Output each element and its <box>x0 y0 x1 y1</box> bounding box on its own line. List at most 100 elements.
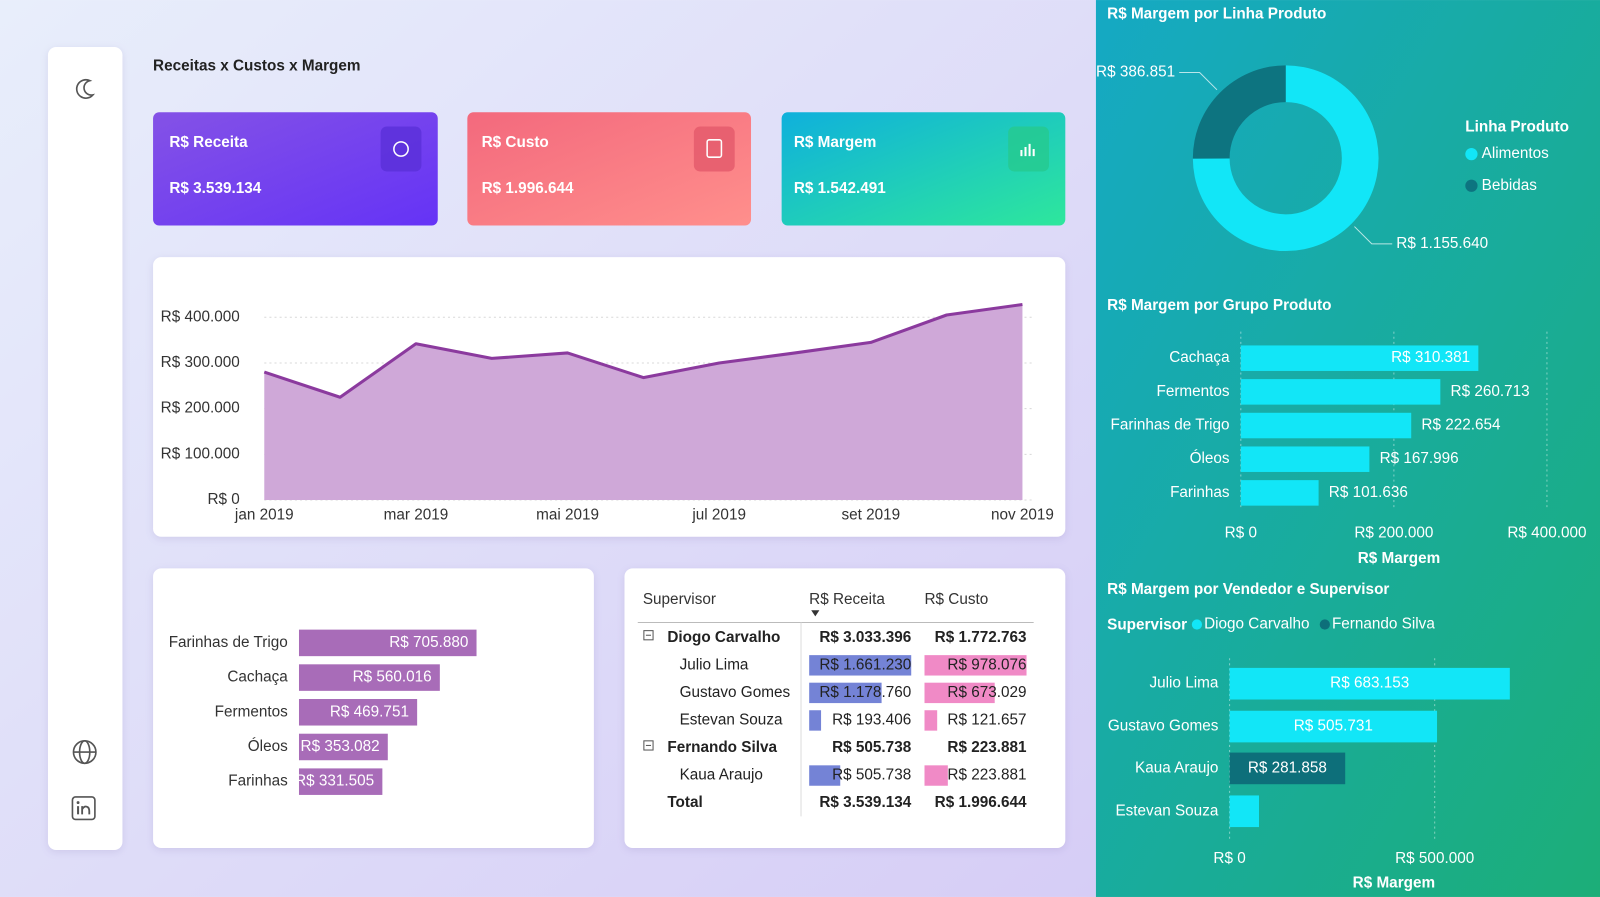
y-tick-label: R$ 100.000 <box>161 445 240 462</box>
value-label: R$ 505.731 <box>1294 718 1373 735</box>
legend-marker <box>1319 619 1330 630</box>
value-label: R$ 101.636 <box>1329 484 1408 501</box>
legend-marker <box>1465 179 1478 192</box>
x-axis-title: R$ Margem <box>1353 875 1435 892</box>
bar <box>1229 667 1510 700</box>
table-cell: R$ 1.661.230 <box>819 656 911 673</box>
table-cell: R$ 978.076 <box>947 656 1026 673</box>
table-cell: Estevan Souza <box>680 711 783 728</box>
kpi-card <box>467 112 752 226</box>
legend-label: Fernando Silva <box>1332 616 1435 633</box>
x-tick-label: jan 2019 <box>234 506 294 523</box>
table-cell: R$ 121.657 <box>947 711 1026 728</box>
bar <box>298 733 388 761</box>
value-label: R$ 469.751 <box>330 703 409 720</box>
category-label: Julio Lima <box>1149 675 1218 692</box>
expand-toggle[interactable] <box>643 630 654 641</box>
category-label: Kaua Araujo <box>1135 759 1218 776</box>
category-label: Fermentos <box>215 703 288 720</box>
kpi-icon <box>693 126 735 172</box>
data-label: R$ 1.155.640 <box>1396 235 1488 252</box>
table-cell: R$ 3.539.134 <box>819 794 911 811</box>
table-cell: R$ 3.033.396 <box>819 629 911 646</box>
bar <box>1240 379 1441 405</box>
bar <box>298 699 418 726</box>
table-cell: R$ 505.738 <box>832 739 912 756</box>
table-cell: R$ 505.738 <box>832 767 911 784</box>
chart-title: R$ Margem por Vendedor e Supervisor <box>1107 581 1389 598</box>
table-cell: R$ 1.996.644 <box>935 794 1027 811</box>
category-label: Óleos <box>248 738 288 755</box>
bar <box>298 768 383 795</box>
category-label: Farinhas <box>228 773 288 790</box>
table-cell: Gustavo Gomes <box>680 684 791 701</box>
data-bar <box>809 655 912 676</box>
kpi-value: R$ 1.996.644 <box>482 180 574 197</box>
kpi-card <box>781 112 1066 226</box>
value-label: R$ 353.082 <box>301 738 380 755</box>
category-label: Estevan Souza <box>1115 802 1218 819</box>
data-bar <box>809 682 882 704</box>
data-bar <box>924 710 938 731</box>
bar <box>1229 752 1346 785</box>
value-label: R$ 281.858 <box>1248 759 1327 776</box>
bar <box>1240 345 1479 371</box>
table-cell: Diogo Carvalho <box>667 629 780 646</box>
column-header[interactable]: R$ Receita <box>809 591 885 608</box>
x-tick-label: R$ 0 <box>1213 850 1245 867</box>
legend-label: Bebidas <box>1482 177 1538 194</box>
category-label: Óleos <box>1190 450 1230 467</box>
bar <box>1229 795 1260 828</box>
legend-title: Supervisor <box>1107 617 1187 634</box>
category-label: Fermentos <box>1156 383 1229 400</box>
value-label: R$ 167.996 <box>1380 450 1459 467</box>
column-header[interactable]: R$ Custo <box>924 591 988 608</box>
data-bar <box>924 682 995 704</box>
linkedin-icon[interactable] <box>71 796 96 821</box>
bar <box>298 664 440 691</box>
kpi-icon-glyph <box>393 141 409 157</box>
category-label: Farinhas de Trigo <box>1111 417 1230 434</box>
donut-slice <box>1192 65 1379 252</box>
bar <box>298 629 477 657</box>
table-cell: Kaua Araujo <box>680 767 763 784</box>
value-label: R$ 683.153 <box>1330 675 1409 692</box>
bar <box>1240 480 1319 506</box>
theme-icon[interactable] <box>75 78 96 99</box>
legend-label: Diogo Carvalho <box>1204 616 1309 633</box>
x-tick-label: R$ 200.000 <box>1354 525 1433 542</box>
kpi-label: R$ Margem <box>794 134 876 151</box>
table-cell: R$ 193.406 <box>832 711 911 728</box>
kpi-icon-glyph <box>1020 143 1035 157</box>
x-tick-label: R$ 400.000 <box>1507 525 1586 542</box>
data-bar <box>809 765 841 786</box>
table-cell: Total <box>667 794 702 811</box>
kpi-label: R$ Receita <box>169 134 248 151</box>
bar <box>1240 412 1412 439</box>
kpi-value: R$ 1.542.491 <box>794 180 886 197</box>
legend-label: Alimentos <box>1482 145 1550 162</box>
kpi-card <box>153 112 438 226</box>
chart-title: R$ Margem por Linha Produto <box>1107 5 1326 22</box>
column-header[interactable]: Supervisor <box>643 591 716 608</box>
expand-toggle[interactable] <box>643 740 654 751</box>
category-label: Farinhas de Trigo <box>169 634 288 651</box>
y-tick-label: R$ 300.000 <box>161 354 240 371</box>
category-label: Farinhas <box>1170 484 1230 501</box>
category-label: Gustavo Gomes <box>1108 718 1219 735</box>
donut-slice <box>1192 65 1286 159</box>
value-label: R$ 260.713 <box>1451 383 1530 400</box>
x-tick-label: set 2019 <box>841 506 900 523</box>
area <box>264 304 1023 501</box>
table-cell: R$ 223.881 <box>947 767 1026 784</box>
data-bar <box>809 710 822 731</box>
x-tick-label: jul 2019 <box>691 506 746 523</box>
table-cell: R$ 673.029 <box>947 684 1026 701</box>
data-label: R$ 386.851 <box>1096 64 1175 81</box>
kpi-icon-glyph <box>706 139 723 158</box>
data-bar <box>924 655 1027 676</box>
globe-icon[interactable] <box>72 740 97 765</box>
